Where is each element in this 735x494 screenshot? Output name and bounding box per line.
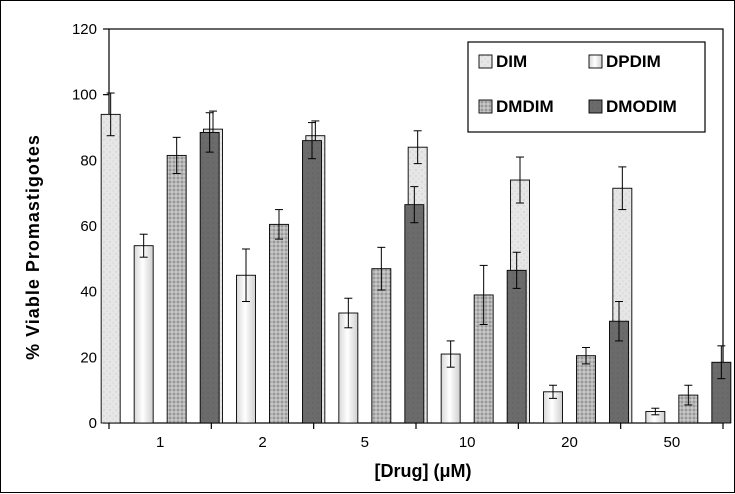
y-tick-label: 0 <box>89 415 97 432</box>
legend-swatch <box>478 99 493 114</box>
legend-swatch <box>478 54 493 69</box>
bar <box>302 140 322 424</box>
bar <box>371 268 392 424</box>
bar <box>199 131 220 424</box>
legend-box <box>467 41 706 133</box>
bar-series-group <box>100 92 732 424</box>
y-tick-label: 20 <box>80 349 97 366</box>
x-tick-label: 10 <box>459 434 476 451</box>
legend-label: DIM <box>496 52 527 71</box>
y-axis: 0 20 40 60 80 100 120 <box>72 21 109 432</box>
bar <box>506 269 527 424</box>
bar <box>576 355 596 424</box>
y-tick-label: 60 <box>80 218 97 235</box>
x-tick-label: 20 <box>561 434 578 451</box>
bar <box>133 245 154 424</box>
x-axis-title: [Drug] (μM) <box>375 461 472 481</box>
y-tick-label: 80 <box>80 152 97 169</box>
bar <box>269 223 289 424</box>
bar <box>338 312 359 424</box>
y-axis-title: % Viable Promastigotes <box>23 134 43 360</box>
legend-swatch <box>588 54 603 69</box>
y-tick-label: 120 <box>72 21 97 38</box>
x-tick-label: 1 <box>156 434 164 451</box>
legend-label: DMODIM <box>606 97 677 116</box>
legend-label: DPDIM <box>606 52 661 71</box>
x-tick-label: 50 <box>663 434 680 451</box>
bar <box>166 154 187 424</box>
x-tick-label: 5 <box>361 434 369 451</box>
x-axis: 1 2 5 10 20 50 <box>108 423 724 451</box>
x-tick-label: 2 <box>258 434 266 451</box>
y-tick-label: 100 <box>72 87 97 104</box>
legend-swatch <box>588 99 603 114</box>
legend-label: DMDIM <box>496 97 554 116</box>
y-tick-label: 40 <box>80 284 97 301</box>
bar <box>100 113 121 424</box>
legend: DIM DPDIM DMDIM DMODIM <box>467 41 706 133</box>
bar <box>404 204 425 424</box>
